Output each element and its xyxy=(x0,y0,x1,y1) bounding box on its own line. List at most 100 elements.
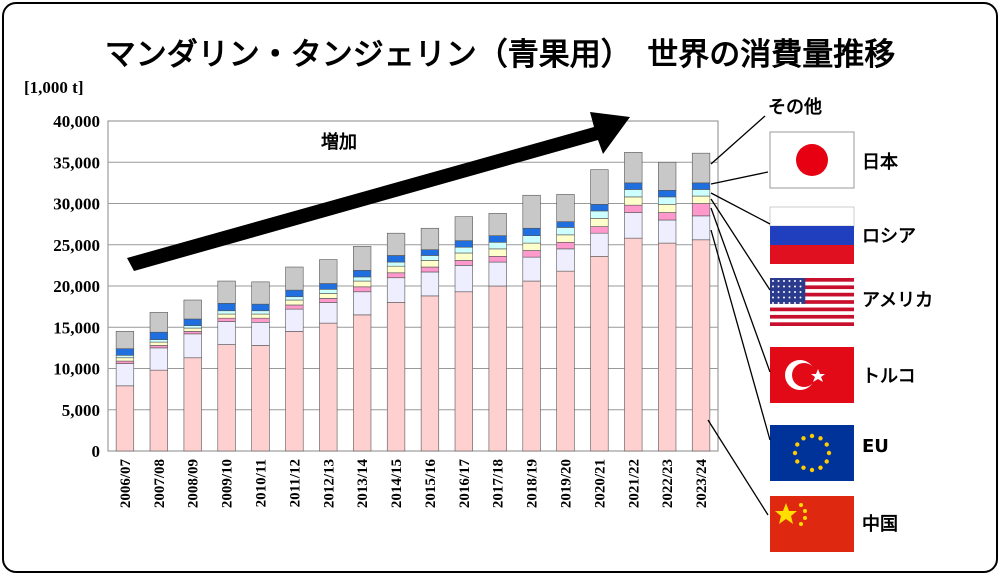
bar-segment xyxy=(251,317,270,323)
bar-segment xyxy=(420,260,440,268)
chart-title: マンダリン・タンジェリン（青果用） 世界の消費量推移 xyxy=(105,37,896,73)
x-tick-label: 2018/19 xyxy=(525,459,541,508)
bar-segment xyxy=(590,232,609,257)
x-tick-label: 2012/13 xyxy=(321,459,337,508)
bar-segment xyxy=(353,314,372,452)
bar-segment xyxy=(454,252,473,261)
bar-segment xyxy=(488,241,507,250)
x-tick-label: 2014/15 xyxy=(389,459,405,508)
bar-segment xyxy=(488,255,507,263)
bar-segment xyxy=(386,272,406,279)
bar-segment xyxy=(658,219,677,244)
bar-segment xyxy=(386,261,406,267)
legend-label-japan: 日本 xyxy=(862,151,898,173)
y-tick-label: 25,000 xyxy=(53,236,100,255)
x-tick-label: 2015/16 xyxy=(423,459,439,509)
bar-segment xyxy=(285,308,304,332)
bar-segment xyxy=(285,266,304,291)
y-tick-label: 5,000 xyxy=(62,401,100,420)
bar-segment xyxy=(183,318,202,326)
bar-segment xyxy=(522,242,541,251)
bar-segment xyxy=(556,234,575,243)
bar-segment xyxy=(691,152,711,184)
x-tick-label: 2021/22 xyxy=(626,459,642,508)
bar-segment xyxy=(319,322,338,452)
bar-segment xyxy=(319,293,338,299)
bar-segment xyxy=(149,331,168,340)
bar-segment xyxy=(590,204,609,212)
bars xyxy=(115,152,711,452)
bar-segment xyxy=(386,255,406,263)
bar-segment xyxy=(217,344,236,452)
bar-segment xyxy=(420,295,440,452)
bar-segment xyxy=(590,169,609,205)
bar-segment xyxy=(183,333,202,359)
bar-segment xyxy=(149,339,168,343)
legend-flag-eu xyxy=(770,425,854,481)
bar-segment xyxy=(251,321,270,346)
bar-segment xyxy=(691,203,711,217)
bar-segment xyxy=(353,276,372,282)
bar-segment xyxy=(454,240,473,248)
bar-segment xyxy=(285,289,304,298)
bar-segment xyxy=(115,385,135,452)
bar-segment xyxy=(522,227,541,236)
bar-segment xyxy=(149,345,168,349)
bar-segment xyxy=(556,194,575,222)
x-tick-label: 2009/10 xyxy=(220,459,236,508)
bar-segment xyxy=(454,291,473,452)
bar-segment xyxy=(149,369,168,452)
y-tick-label: 0 xyxy=(92,442,101,461)
bar-segment xyxy=(691,215,711,241)
bar-segment xyxy=(386,232,406,256)
bar-segment xyxy=(217,317,236,322)
x-tick-label: 2017/18 xyxy=(491,459,507,508)
bar-segment xyxy=(251,345,270,452)
bar-segment xyxy=(420,255,440,261)
bar-segment xyxy=(488,248,507,257)
x-tick-label: 2011/12 xyxy=(287,459,303,507)
x-axis-ticks: 2006/07 2007/08 2008/09 2009/10 2010/11 2011/… xyxy=(118,459,710,509)
bar-segment xyxy=(420,249,440,256)
plot-area: 0 5,000 10,000 15,000 20,000 25,000 30,000 35,0… xyxy=(53,112,719,509)
bar-segment xyxy=(658,204,677,213)
bar-segment xyxy=(319,302,338,324)
bar-segment xyxy=(522,256,541,282)
bar-segment xyxy=(353,270,372,278)
bar-segment xyxy=(556,248,575,272)
legend-label-usa: アメリカ xyxy=(862,290,933,311)
bar-segment xyxy=(522,194,541,229)
bar-segment xyxy=(353,291,372,316)
bar-segment xyxy=(319,259,338,284)
bar-segment xyxy=(285,299,304,306)
bar-segment xyxy=(624,189,643,198)
bar-segment xyxy=(691,189,711,197)
x-tick-label: 2020/21 xyxy=(592,459,608,508)
bar-segment xyxy=(522,235,541,244)
bar-segment xyxy=(115,360,135,364)
bar-segment xyxy=(454,265,473,293)
bar-segment xyxy=(115,363,135,387)
bar-segment xyxy=(115,331,135,350)
bar-segment xyxy=(217,280,236,304)
bar-segment xyxy=(149,341,168,346)
bar-segment xyxy=(556,227,575,236)
bar-segment xyxy=(217,313,236,319)
bar-segment xyxy=(386,302,406,452)
legend-label-eu: EU xyxy=(862,436,889,457)
x-tick-label: 2016/17 xyxy=(457,459,473,509)
legend-flag-japan xyxy=(769,131,855,189)
bar-segment xyxy=(319,298,338,303)
legend-label-china: 中国 xyxy=(862,513,898,535)
legend-label-other: その他 xyxy=(768,96,822,118)
bar-segment xyxy=(624,182,643,190)
y-tick-label: 30,000 xyxy=(53,195,100,214)
x-tick-label: 2013/14 xyxy=(355,459,371,509)
bar-segment xyxy=(319,283,338,290)
bar-segment xyxy=(319,288,338,294)
bar-segment xyxy=(251,310,270,315)
legend-flag-china xyxy=(770,496,854,552)
x-tick-label: 2023/24 xyxy=(694,459,710,509)
bar-segment xyxy=(285,304,304,310)
